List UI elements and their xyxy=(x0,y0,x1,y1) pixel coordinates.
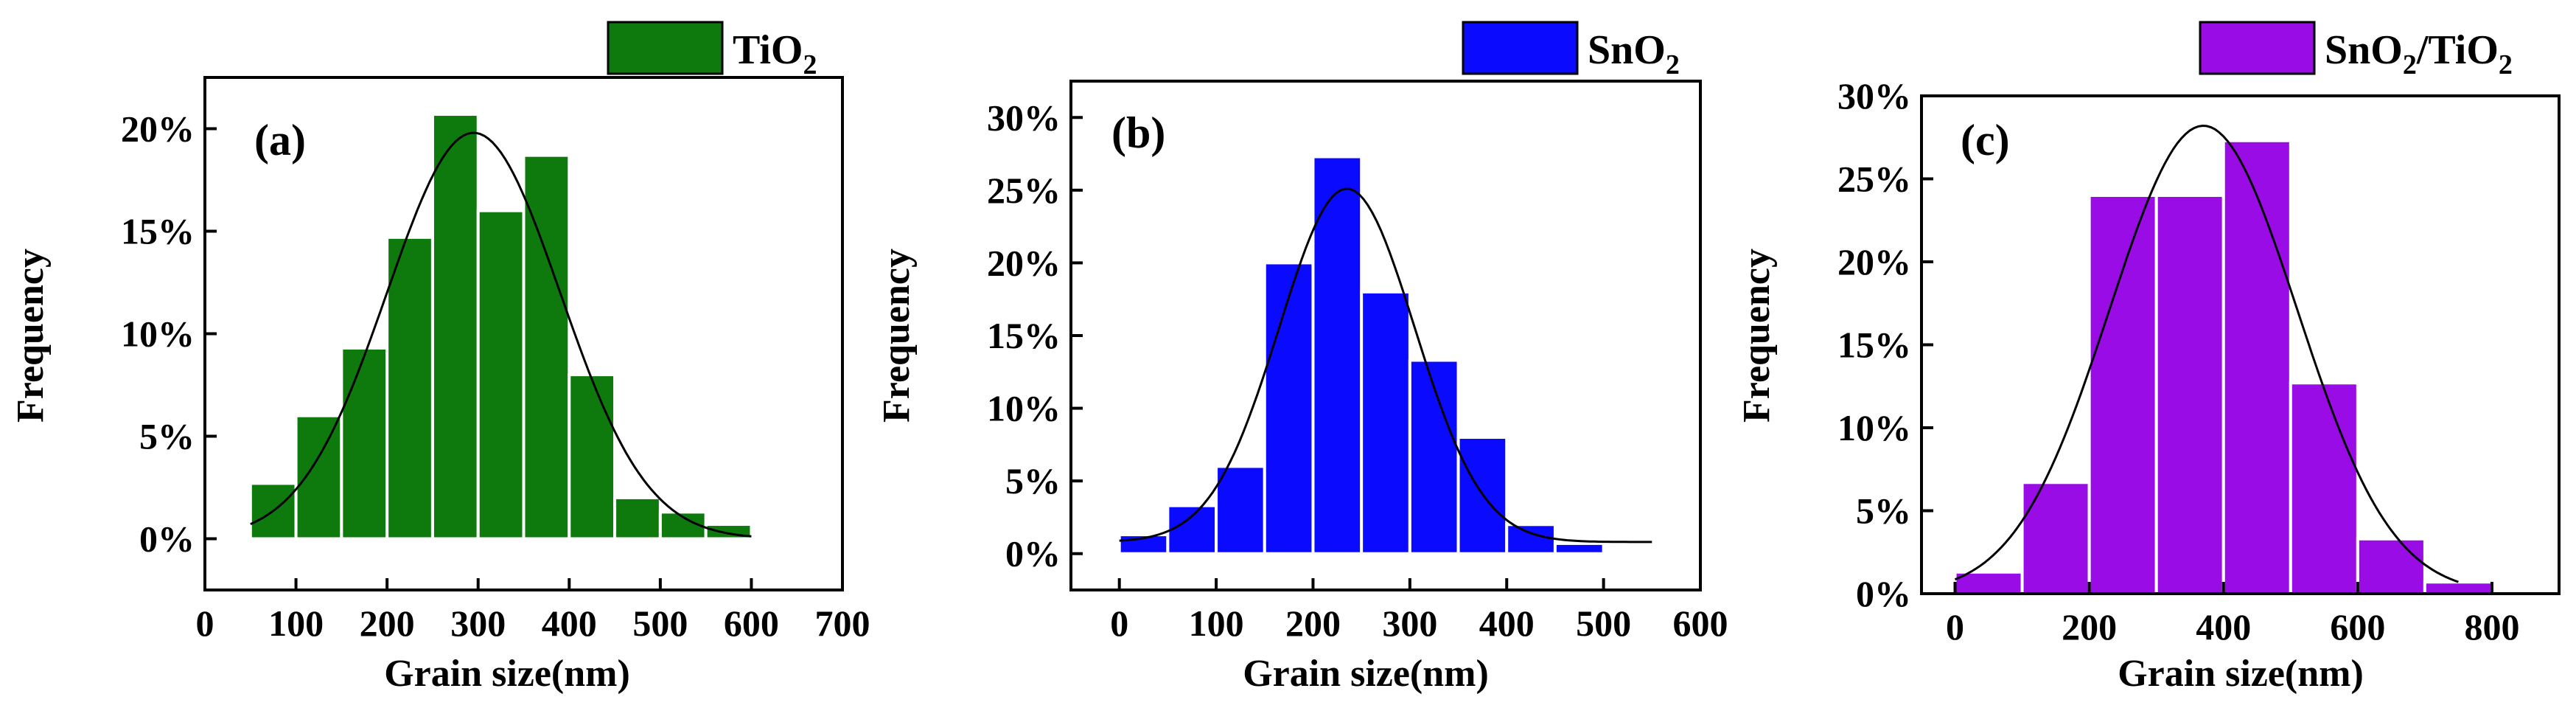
y-tick-label: 15% xyxy=(1837,324,1911,366)
gaussian-fit-curve xyxy=(1954,124,2459,583)
legend-label: TiO2 xyxy=(733,27,817,80)
x-tick-label: 200 xyxy=(1285,603,1341,644)
y-tick-label: 25% xyxy=(1837,159,1911,200)
y-tick-label: 0% xyxy=(1856,573,1911,614)
histogram-bar xyxy=(2423,580,2493,595)
y-tick-label: 20% xyxy=(121,108,195,150)
y-axis-label: Frequency xyxy=(10,249,52,423)
chart-panel-2: 0 100 200 300 400 500 600 0% 5% 10% 15% 20% 25% 30% Gr… xyxy=(876,21,1728,695)
x-tick-label: 500 xyxy=(1576,603,1631,644)
y-axis-label: Frequency xyxy=(876,249,918,423)
legend: SnO2/TiO2 xyxy=(2199,21,2513,80)
legend-swatch xyxy=(607,21,724,75)
histogram-bar xyxy=(1166,504,1218,555)
x-tick-label: 100 xyxy=(268,603,324,644)
histogram-bar xyxy=(613,496,662,541)
x-axis-label: Grain size(nm) xyxy=(384,653,630,695)
y-tick-label: 30% xyxy=(987,97,1061,138)
histogram-bar xyxy=(2221,139,2292,595)
legend-swatch xyxy=(1462,21,1579,75)
histogram-bar xyxy=(294,414,343,541)
y-tick-label: 15% xyxy=(987,315,1061,356)
y-tick-label: 20% xyxy=(1837,241,1911,282)
y-tick-label: 5% xyxy=(1005,460,1061,501)
histogram-bar xyxy=(476,209,526,541)
x-tick-label: 600 xyxy=(724,603,779,644)
legend-subscript: 2 xyxy=(1666,49,1680,80)
legend-label-main: SnO xyxy=(2325,27,2403,73)
histogram-bar xyxy=(1408,358,1460,555)
panel-label: (a) xyxy=(254,116,306,164)
x-tick-label: 300 xyxy=(1382,603,1437,644)
y-tick-label: 25% xyxy=(987,170,1061,211)
histogram-bar xyxy=(522,153,571,541)
x-tick-label: 400 xyxy=(2196,606,2251,648)
x-tick-label: 700 xyxy=(815,603,870,644)
legend-suffix-subscript: 2 xyxy=(2499,49,2513,80)
legend-subscript: 2 xyxy=(2403,49,2417,80)
gaussian-fit-curve xyxy=(1119,187,1652,544)
legend-swatch xyxy=(2199,21,2316,75)
gaussian-fit-curve xyxy=(250,131,752,538)
legend-label: SnO2 xyxy=(1588,27,1680,80)
y-axis-label: Frequency xyxy=(1736,249,1778,423)
panel-label: (b) xyxy=(1111,108,1165,157)
y-tick-label: 5% xyxy=(139,416,195,457)
y-tick-label: 0% xyxy=(139,518,195,560)
x-axis-label: Grain size(nm) xyxy=(1243,653,1489,695)
x-tick-label: 400 xyxy=(1479,603,1535,644)
x-tick-label: 0 xyxy=(196,603,214,644)
histogram-bar xyxy=(2289,381,2359,595)
histogram-bar xyxy=(1215,465,1266,555)
x-tick-label: 0 xyxy=(1946,606,1964,648)
histogram-bar xyxy=(2356,537,2426,595)
y-tick-label: 10% xyxy=(1837,407,1911,448)
histogram-bar xyxy=(2154,194,2225,595)
chart-panel-3: 0 200 400 600 800 0% 5% 10% 15% 20% 25% 30% Grain si… xyxy=(1736,21,2561,695)
histogram-bar xyxy=(430,113,480,541)
y-tick-label: 0% xyxy=(1005,533,1061,575)
legend-label: SnO2/TiO2 xyxy=(2325,27,2513,80)
x-tick-label: 600 xyxy=(1673,603,1728,644)
panel-label: (c) xyxy=(1961,116,2010,164)
histogram-bar xyxy=(2020,481,2091,595)
histogram-bar xyxy=(1263,261,1315,555)
x-tick-label: 0 xyxy=(1110,603,1128,644)
histogram-bar xyxy=(1505,523,1557,555)
histogram-bar xyxy=(1311,155,1364,555)
chart-panel-1: 0 100 200 300 400 500 600 700 0% 5% 10% 15% 20% Grain… xyxy=(10,21,870,695)
histogram-bar xyxy=(340,346,389,541)
x-tick-label: 200 xyxy=(360,603,415,644)
histogram-bar xyxy=(568,373,617,541)
x-tick-label: 800 xyxy=(2464,606,2519,648)
y-tick-label: 10% xyxy=(987,388,1061,429)
x-tick-label: 100 xyxy=(1189,603,1244,644)
y-tick-label: 30% xyxy=(1837,75,1911,117)
histogram-bar xyxy=(1553,541,1605,555)
histogram-bar xyxy=(385,235,434,541)
x-tick-label: 500 xyxy=(632,603,688,644)
x-tick-label: 600 xyxy=(2330,606,2385,648)
x-axis-label: Grain size(nm) xyxy=(2118,653,2364,695)
x-tick-label: 300 xyxy=(450,603,506,644)
legend-subscript: 2 xyxy=(803,49,817,80)
histogram-bar xyxy=(2087,194,2158,595)
legend-label-suffix: /TiO xyxy=(2416,27,2499,73)
histogram-bar xyxy=(1360,290,1411,555)
legend-label-main: TiO xyxy=(733,27,803,73)
legend: TiO2 xyxy=(607,21,817,80)
histogram-bar xyxy=(248,482,298,541)
x-tick-label: 400 xyxy=(542,603,597,644)
y-tick-label: 5% xyxy=(1856,490,1911,532)
x-tick-label: 200 xyxy=(2062,606,2117,648)
legend: SnO2 xyxy=(1462,21,1680,80)
legend-label-main: SnO xyxy=(1588,27,1666,73)
y-tick-label: 15% xyxy=(121,211,195,252)
y-tick-label: 20% xyxy=(987,242,1061,283)
y-tick-label: 10% xyxy=(121,313,195,355)
